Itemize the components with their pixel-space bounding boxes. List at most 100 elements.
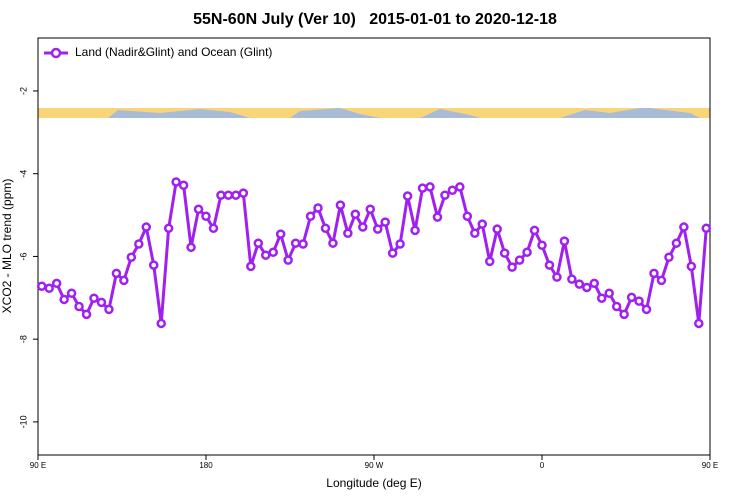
- data-point: [499, 248, 510, 258]
- data-point: [59, 294, 69, 305]
- data-point: [350, 209, 361, 219]
- data-point: [283, 255, 293, 265]
- data-point: [365, 204, 376, 215]
- data-point: [552, 272, 562, 282]
- data-point: [447, 185, 458, 195]
- data-point: [208, 223, 219, 234]
- data-point: [596, 293, 607, 303]
- data-point: [686, 261, 697, 272]
- data-point: [470, 228, 480, 239]
- data-point: [358, 222, 368, 232]
- data-point: [305, 211, 316, 222]
- data-point: [679, 222, 689, 232]
- data-point: [611, 301, 622, 312]
- data-point: [701, 223, 712, 234]
- data-point: [201, 211, 211, 222]
- data-point: [275, 229, 286, 239]
- data-point: [440, 190, 450, 200]
- data-point: [313, 203, 323, 213]
- x-axis-label: Longitude (deg E): [326, 476, 421, 490]
- data-point: [268, 247, 278, 258]
- data-point: [484, 256, 495, 267]
- y-axis-label: XCO2 - MLO trend (ppm): [0, 179, 14, 314]
- data-point: [634, 296, 644, 306]
- data-point: [119, 275, 129, 286]
- data-point: [432, 212, 443, 222]
- data-point: [186, 242, 196, 253]
- data-point: [66, 288, 77, 298]
- x-tick-label: 0: [540, 461, 545, 470]
- x-tick-label: 180: [199, 461, 213, 470]
- x-tick-label: 90 E: [30, 461, 46, 470]
- data-point: [171, 177, 181, 187]
- y-tick-label: -6: [18, 252, 28, 260]
- data-point: [126, 252, 137, 263]
- data-point: [626, 292, 637, 303]
- chart-title: 55N-60N July (Ver 10) 2015-01-01 to 2020…: [193, 11, 557, 28]
- data-point: [477, 219, 488, 229]
- data-point: [81, 309, 92, 320]
- data-point: [574, 279, 585, 289]
- data-point: [380, 217, 390, 227]
- data-point: [328, 238, 338, 248]
- data-point: [492, 224, 502, 234]
- data-point: [537, 240, 547, 251]
- data-point: [89, 293, 99, 303]
- data-point: [260, 250, 271, 260]
- data-point: [514, 255, 525, 265]
- y-tick-label: -10: [18, 415, 28, 428]
- data-point: [641, 304, 652, 315]
- series-line: [41, 179, 708, 324]
- data-point: [163, 223, 174, 234]
- data-point: [544, 260, 555, 270]
- data-point: [193, 204, 204, 215]
- data-point: [44, 283, 54, 294]
- y-tick-label: -2: [18, 87, 28, 95]
- data-point: [410, 225, 420, 236]
- data-point: [417, 183, 428, 193]
- legend-marker: [50, 47, 62, 59]
- data-point: [36, 281, 47, 291]
- data-point: [290, 238, 301, 248]
- data-point: [582, 282, 592, 293]
- y-tick-label: -4: [18, 170, 28, 178]
- data-point: [253, 238, 264, 248]
- data-point: [455, 182, 465, 192]
- data-point: [567, 274, 577, 284]
- data-point: [335, 200, 346, 210]
- data-point: [664, 252, 674, 263]
- legend-label: Land (Nadir&Glint) and Ocean (Glint): [75, 45, 272, 59]
- data-point: [246, 261, 256, 272]
- data-point: [320, 223, 331, 234]
- data-point: [507, 262, 517, 272]
- data-point: [216, 190, 226, 200]
- y-tick-label: -8: [18, 335, 28, 343]
- map-strip: [38, 108, 710, 118]
- data-point: [51, 278, 62, 289]
- data-point: [656, 275, 667, 286]
- data-point: [529, 225, 540, 236]
- data-point: [231, 190, 241, 200]
- data-point: [74, 301, 84, 312]
- data-point: [141, 222, 152, 232]
- data-point: [238, 188, 249, 198]
- data-point: [604, 288, 614, 298]
- data-point: [425, 182, 435, 192]
- data-point: [694, 318, 704, 329]
- data-point: [156, 318, 166, 329]
- data-point: [372, 224, 383, 234]
- data-point: [148, 260, 159, 270]
- data-point: [462, 211, 473, 222]
- data-point: [343, 228, 353, 239]
- data-point: [522, 247, 532, 258]
- data-point: [387, 248, 398, 258]
- data-point: [649, 268, 659, 279]
- data-point: [589, 278, 600, 289]
- data-point: [619, 309, 629, 320]
- data-point: [671, 238, 682, 248]
- data-point: [134, 239, 144, 249]
- data-point: [111, 268, 122, 279]
- data-point: [104, 304, 114, 315]
- data-point: [402, 191, 413, 201]
